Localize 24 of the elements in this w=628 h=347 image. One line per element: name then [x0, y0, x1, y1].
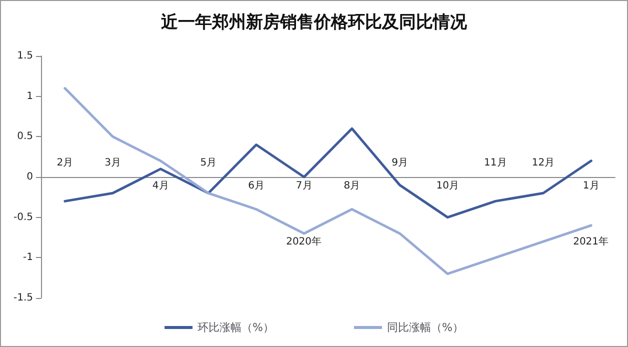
y-tick-label: 0: [26, 172, 33, 182]
x-tick-label: 6月: [248, 180, 264, 192]
y-tick-label: 1: [26, 90, 33, 102]
y-tick-label: 0.5: [17, 131, 33, 142]
annotation: 2021年: [573, 235, 609, 248]
y-tick-label: 1.5: [17, 50, 33, 62]
x-tick-label: 4月: [152, 180, 169, 192]
annotation: 2020年: [286, 235, 322, 248]
x-tick-label: 1月: [582, 180, 600, 192]
x-tick-label: 11月: [484, 158, 507, 168]
x-tick-label: 5月: [200, 158, 217, 168]
x-tick-label: 2月: [56, 158, 74, 168]
y-tick-label: -0.5: [13, 212, 33, 223]
y-tick-label: -1: [23, 252, 33, 264]
x-tick-label: 3月: [104, 158, 121, 168]
x-tick-label: 7月: [296, 180, 312, 192]
legend-label: 环比涨幅（%）: [198, 321, 274, 334]
y-tick-label: -1.5: [13, 292, 33, 304]
x-tick-label: 10月: [436, 180, 459, 192]
x-tick-label: 8月: [344, 180, 360, 192]
x-tick-label: 9月: [392, 158, 408, 168]
x-tick-label: 12月: [532, 158, 555, 168]
legend-label: 同比涨幅（%）: [387, 321, 464, 334]
chart-title: 近一年郑州新房销售价格环比及同比情况: [160, 12, 468, 32]
